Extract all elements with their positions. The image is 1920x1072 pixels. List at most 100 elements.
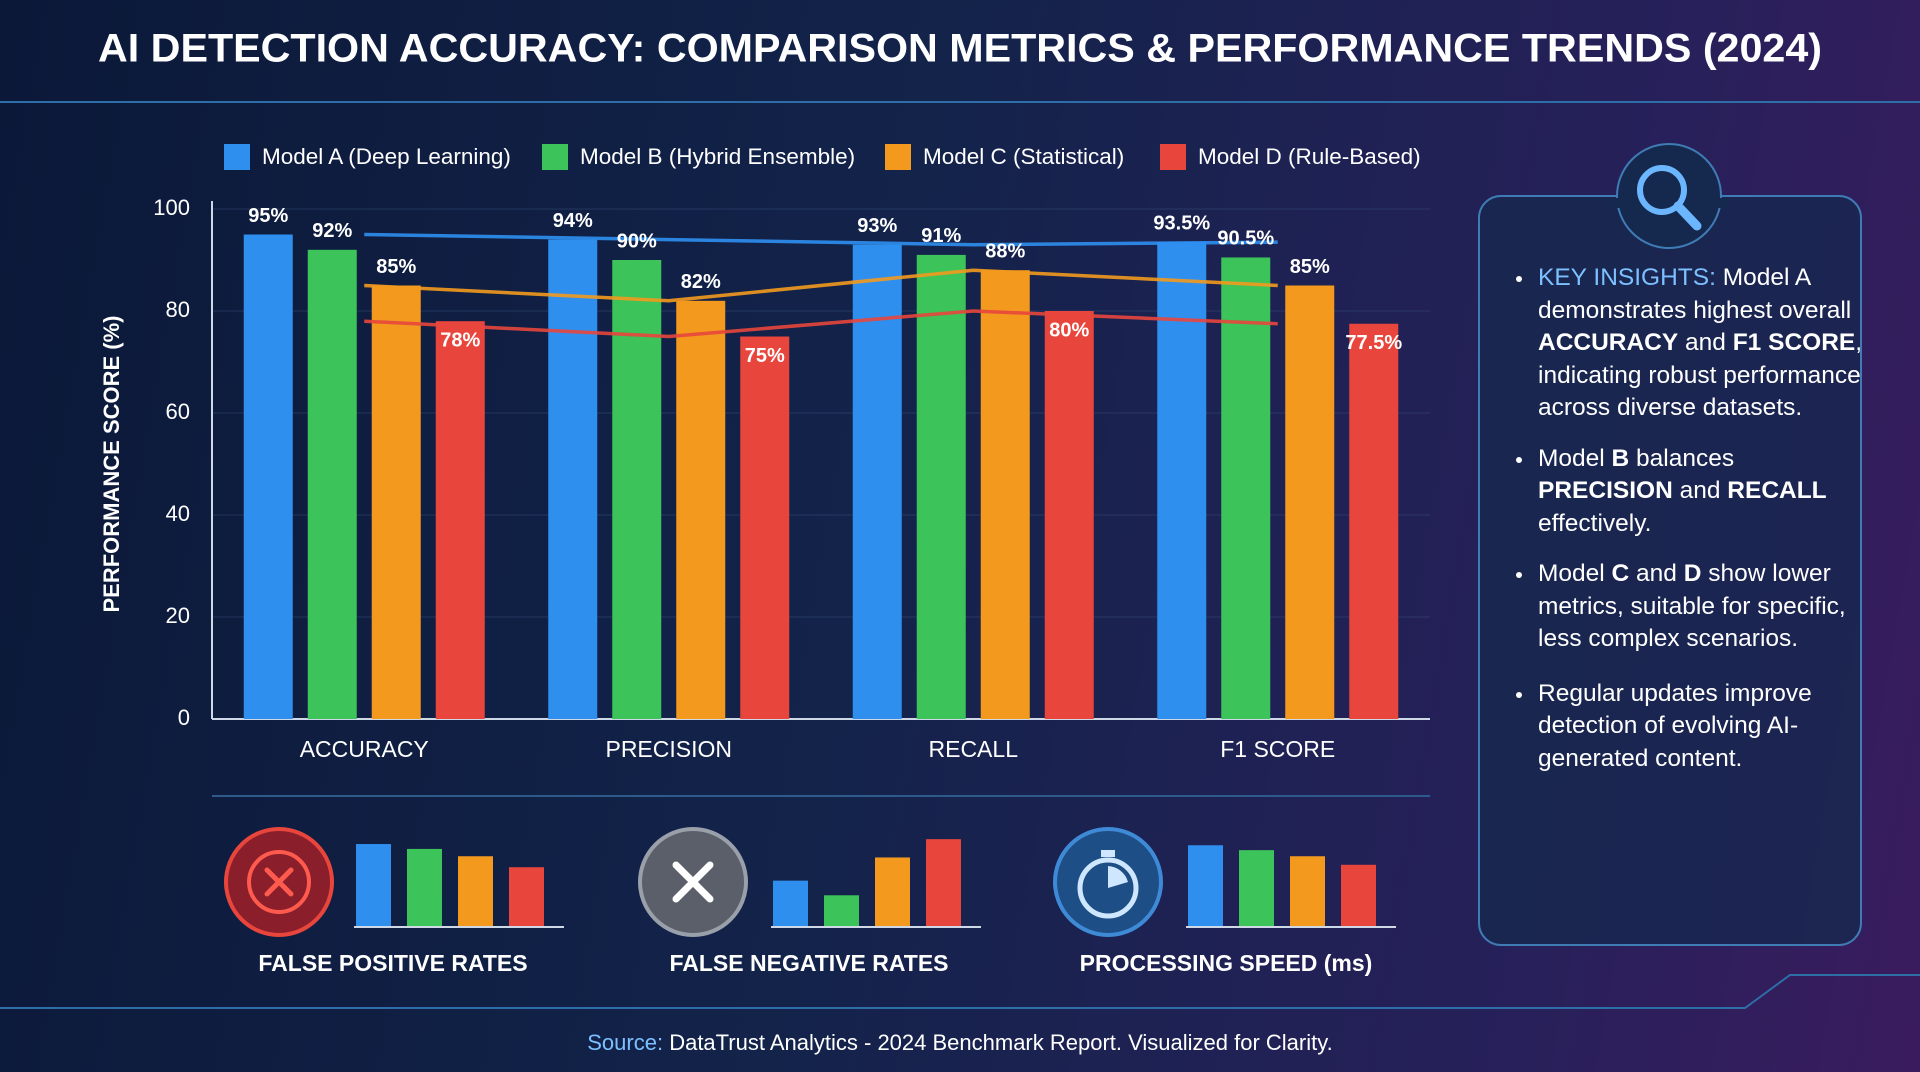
value-label: 90.5%	[1217, 228, 1274, 250]
legend-swatch	[224, 144, 250, 170]
value-label: 95%	[248, 205, 288, 227]
value-label: 82%	[681, 271, 721, 293]
trend-line	[364, 309, 1278, 339]
insight-text: balances	[1629, 444, 1735, 472]
insight-bold: RECALL	[1727, 477, 1827, 504]
trend-line	[364, 232, 1278, 247]
chart-title: AI DETECTION ACCURACY: COMPARISON METRIC…	[98, 27, 1822, 71]
insight-bold: D	[1683, 560, 1702, 587]
source-text: DataTrust Analytics - 2024 Benchmark Rep…	[663, 1030, 1333, 1055]
bar	[916, 254, 966, 719]
insight-list: KEY INSIGHTS: Model A demonstrates highe…	[1512, 262, 1864, 793]
insight-bold: PRECISION	[1538, 477, 1673, 504]
insight-text: and	[1672, 477, 1728, 504]
value-label: 93.5%	[1153, 212, 1210, 234]
value-label: 85%	[1290, 256, 1330, 278]
legend-label: Model A (Deep Learning)	[262, 144, 511, 169]
value-label: 75%	[745, 345, 785, 367]
insight-text: Regular updates improve detection of evo…	[1538, 679, 1812, 772]
insight-bold: C	[1611, 560, 1630, 587]
bar	[980, 270, 1030, 719]
value-label: 91%	[921, 225, 961, 247]
insight-item: Model B balances PRECISION and RECALL ef…	[1516, 443, 1864, 541]
bar	[307, 249, 357, 720]
value-label: 92%	[312, 220, 352, 242]
y-tick-label: 100	[153, 195, 190, 220]
panel-badge-mask	[1610, 198, 1728, 208]
insight-bold: B	[1611, 444, 1630, 472]
legend-label: Model D (Rule-Based)	[1198, 144, 1421, 169]
bar	[852, 244, 902, 719]
mini-bar	[773, 880, 808, 927]
source: Source: DataTrust Analytics - 2024 Bench…	[0, 1030, 1920, 1056]
x-tick-label: ACCURACY	[300, 736, 429, 762]
insight-item: Model C and D show lower metrics, suitab…	[1516, 558, 1864, 656]
insight-item: KEY INSIGHTS: Model A demonstrates highe…	[1516, 262, 1864, 425]
mini-bar	[824, 895, 859, 927]
bar	[1221, 257, 1271, 719]
legend-label: Model C (Statistical)	[923, 144, 1124, 169]
y-axis-title: PERFORMANCE SCORE (%)	[99, 315, 124, 612]
bar	[243, 234, 293, 719]
x-tick-label: RECALL	[929, 736, 1019, 762]
insight-bold: F1 SCORE	[1732, 329, 1856, 356]
value-label: 77.5%	[1345, 332, 1402, 354]
bar	[435, 321, 485, 719]
mini-bar	[509, 867, 544, 927]
value-label: 93%	[857, 215, 897, 237]
insight-text: Model A demonstrates highest overall	[1538, 264, 1852, 324]
trend-line	[364, 268, 1278, 303]
legend-label: Model B (Hybrid Ensemble)	[580, 144, 855, 169]
mini-bar	[458, 856, 493, 927]
insight-text: Model	[1538, 560, 1612, 587]
mini-bar	[1290, 856, 1325, 927]
insight-text: Model	[1538, 444, 1612, 472]
bar	[1285, 285, 1335, 719]
mini-bar	[1188, 845, 1223, 927]
legend-swatch	[885, 144, 911, 170]
bar	[740, 336, 790, 719]
mini-bar	[356, 844, 391, 927]
bar	[1349, 323, 1399, 719]
bar	[676, 300, 726, 719]
insight-text: and	[1629, 560, 1684, 587]
insight-item: Regular updates improve detection of evo…	[1516, 678, 1864, 776]
mini-bar	[875, 857, 910, 927]
footer-divider	[0, 974, 1920, 1009]
insight-key: KEY INSIGHTS:	[1538, 264, 1716, 291]
value-label: 80%	[1049, 319, 1089, 341]
y-tick-label: 40	[166, 501, 190, 526]
bar	[1157, 242, 1207, 719]
mini-bar	[1341, 864, 1376, 927]
bar	[1044, 311, 1094, 719]
insight-text: and	[1678, 329, 1733, 356]
y-tick-label: 80	[166, 297, 190, 322]
value-label: 94%	[553, 210, 593, 232]
x-tick-label: F1 SCORE	[1220, 736, 1335, 762]
magnifier-icon	[1637, 165, 1702, 231]
legend-swatch	[542, 144, 568, 170]
mini-bar	[1239, 850, 1274, 927]
source-label: Source:	[587, 1030, 664, 1055]
mini-chart-title: PROCESSING SPEED (ms)	[1080, 950, 1373, 976]
value-label: 85%	[376, 256, 416, 278]
bar	[548, 239, 598, 719]
false-negative-icon	[638, 827, 748, 937]
insight-bold: ACCURACY	[1538, 329, 1679, 356]
bar	[371, 285, 421, 719]
y-tick-label: 60	[166, 399, 190, 424]
insight-text: , indicating robust performance across d…	[1538, 329, 1863, 421]
value-label: 78%	[440, 329, 480, 351]
processing-speed-icon	[1053, 827, 1163, 937]
value-label: 90%	[617, 230, 657, 252]
mini-chart-title: FALSE NEGATIVE RATES	[669, 950, 948, 976]
legend-swatch	[1160, 144, 1186, 170]
mini-bar	[407, 848, 442, 927]
insight-text: effectively.	[1538, 509, 1652, 537]
mini-chart-title: FALSE POSITIVE RATES	[258, 950, 527, 976]
bar	[612, 260, 662, 719]
value-label: 88%	[985, 240, 1025, 262]
insight-text: show lower metrics, suitable for specifi…	[1538, 560, 1846, 652]
